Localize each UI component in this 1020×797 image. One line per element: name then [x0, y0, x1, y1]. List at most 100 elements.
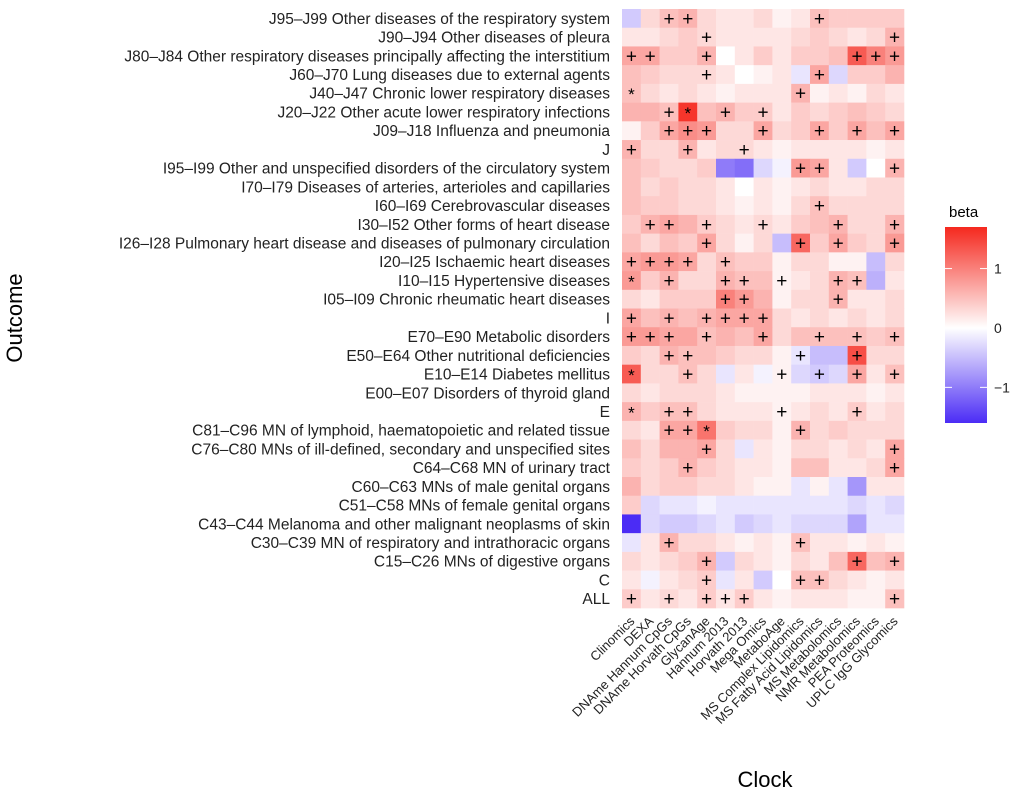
heatmap-cell: [678, 477, 698, 497]
heatmap-cell: [622, 345, 642, 365]
legend-tick-label: −1: [994, 379, 1010, 395]
heatmap-cell: [828, 121, 848, 141]
heatmap-cell: [678, 9, 698, 29]
heatmap-cell: [659, 289, 679, 309]
heatmap-cell: [734, 345, 754, 365]
significance-plus: +: [720, 589, 731, 610]
heatmap-cell: [828, 214, 848, 234]
heatmap-cell: [734, 589, 754, 609]
heatmap-cell: [772, 589, 792, 609]
heatmap-cell: [640, 65, 660, 85]
heatmap-cell: [697, 177, 717, 197]
heatmap-cell: [697, 308, 717, 328]
heatmap-cell: [828, 514, 848, 534]
significance-plus: +: [889, 439, 900, 460]
heatmap-cell: [810, 289, 830, 309]
heatmap-cell: [828, 27, 848, 47]
heatmap-cell: [791, 402, 811, 422]
significance-plus: +: [701, 308, 712, 329]
heatmap-cell: [791, 233, 811, 253]
heatmap-cell: [659, 477, 679, 497]
heatmap-cell: [866, 327, 886, 347]
heatmap-cell: [734, 252, 754, 272]
heatmap-cell: [734, 289, 754, 309]
heatmap-cell: [659, 364, 679, 384]
heatmap-cell: [847, 327, 867, 347]
y-tick-label: J09–J18 Influenza and pneumonia: [373, 123, 610, 140]
heatmap-cell: [622, 65, 642, 85]
heatmap-cell: [659, 383, 679, 403]
heatmap-cell: [791, 102, 811, 122]
heatmap-cell: [640, 589, 660, 609]
heatmap-cell: [828, 65, 848, 85]
y-tick-label: J: [602, 142, 610, 159]
heatmap-cell: [885, 533, 905, 553]
x-axis-title: Clock: [737, 767, 793, 792]
heatmap-cell: [697, 214, 717, 234]
heatmap-cell: [847, 196, 867, 216]
heatmap-cell: [753, 345, 773, 365]
heatmap-cell: [885, 570, 905, 590]
y-tick-label: J20–J22 Other acute lower respiratory in…: [277, 104, 610, 121]
heatmap-cell: [847, 140, 867, 160]
heatmap-cell: [866, 458, 886, 478]
significance-plus: +: [663, 271, 674, 292]
heatmap-cell: [810, 9, 830, 29]
heatmap-cell: [697, 364, 717, 384]
heatmap-cell: [885, 364, 905, 384]
heatmap-cell: [866, 289, 886, 309]
significance-plus: +: [814, 570, 825, 591]
heatmap-cell: [772, 158, 792, 178]
heatmap-cell: [847, 177, 867, 197]
heatmap-cell: [753, 383, 773, 403]
significance-plus: +: [739, 140, 750, 161]
y-axis-tick-labels: J95–J99 Other diseases of the respirator…: [119, 11, 611, 608]
heatmap-cell: [622, 514, 642, 534]
heatmap-cell: [622, 233, 642, 253]
heatmap-cell: [772, 402, 792, 422]
heatmap-cell: [772, 495, 792, 515]
significance-plus: +: [626, 308, 637, 329]
significance-star: *: [628, 85, 635, 104]
significance-plus: +: [776, 402, 787, 423]
heatmap-cell: [640, 551, 660, 571]
heatmap-cell: [772, 289, 792, 309]
heatmap-cell: [828, 533, 848, 553]
heatmap-cell: [716, 140, 736, 160]
heatmap-cell: [659, 102, 679, 122]
heatmap-cell: [791, 364, 811, 384]
heatmap-cell: [866, 383, 886, 403]
heatmap-cell: [866, 439, 886, 459]
heatmap-cell: [810, 102, 830, 122]
heatmap-cell: [659, 570, 679, 590]
heatmap-cell: [622, 140, 642, 160]
heatmap-cell: [640, 233, 660, 253]
heatmap-cell: [866, 214, 886, 234]
legend-tick-label: 0: [994, 320, 1002, 336]
heatmap-cell: [716, 458, 736, 478]
heatmap-cell: [640, 158, 660, 178]
heatmap-cell: [716, 420, 736, 440]
heatmap-cell: [622, 102, 642, 122]
heatmap-cell: [847, 458, 867, 478]
significance-plus: +: [663, 9, 674, 30]
heatmap-cell: [791, 196, 811, 216]
heatmap-cell: [866, 570, 886, 590]
significance-plus: +: [889, 215, 900, 236]
heatmap-cell: [640, 327, 660, 347]
heatmap-cell: [753, 514, 773, 534]
heatmap-cell: [659, 140, 679, 160]
heatmap-cell: [866, 140, 886, 160]
heatmap-cell: [810, 570, 830, 590]
significance-plus: +: [720, 252, 731, 273]
heatmap-cell: [640, 27, 660, 47]
heatmap-cell: [847, 477, 867, 497]
heatmap-cell: [810, 233, 830, 253]
heatmap-cell: [847, 364, 867, 384]
heatmap-cell: [772, 551, 792, 571]
heatmap-cell: [791, 140, 811, 160]
heatmap-cell: [716, 327, 736, 347]
heatmap-cell: [622, 570, 642, 590]
heatmap-cell: [697, 495, 717, 515]
heatmap-cell: [640, 345, 660, 365]
